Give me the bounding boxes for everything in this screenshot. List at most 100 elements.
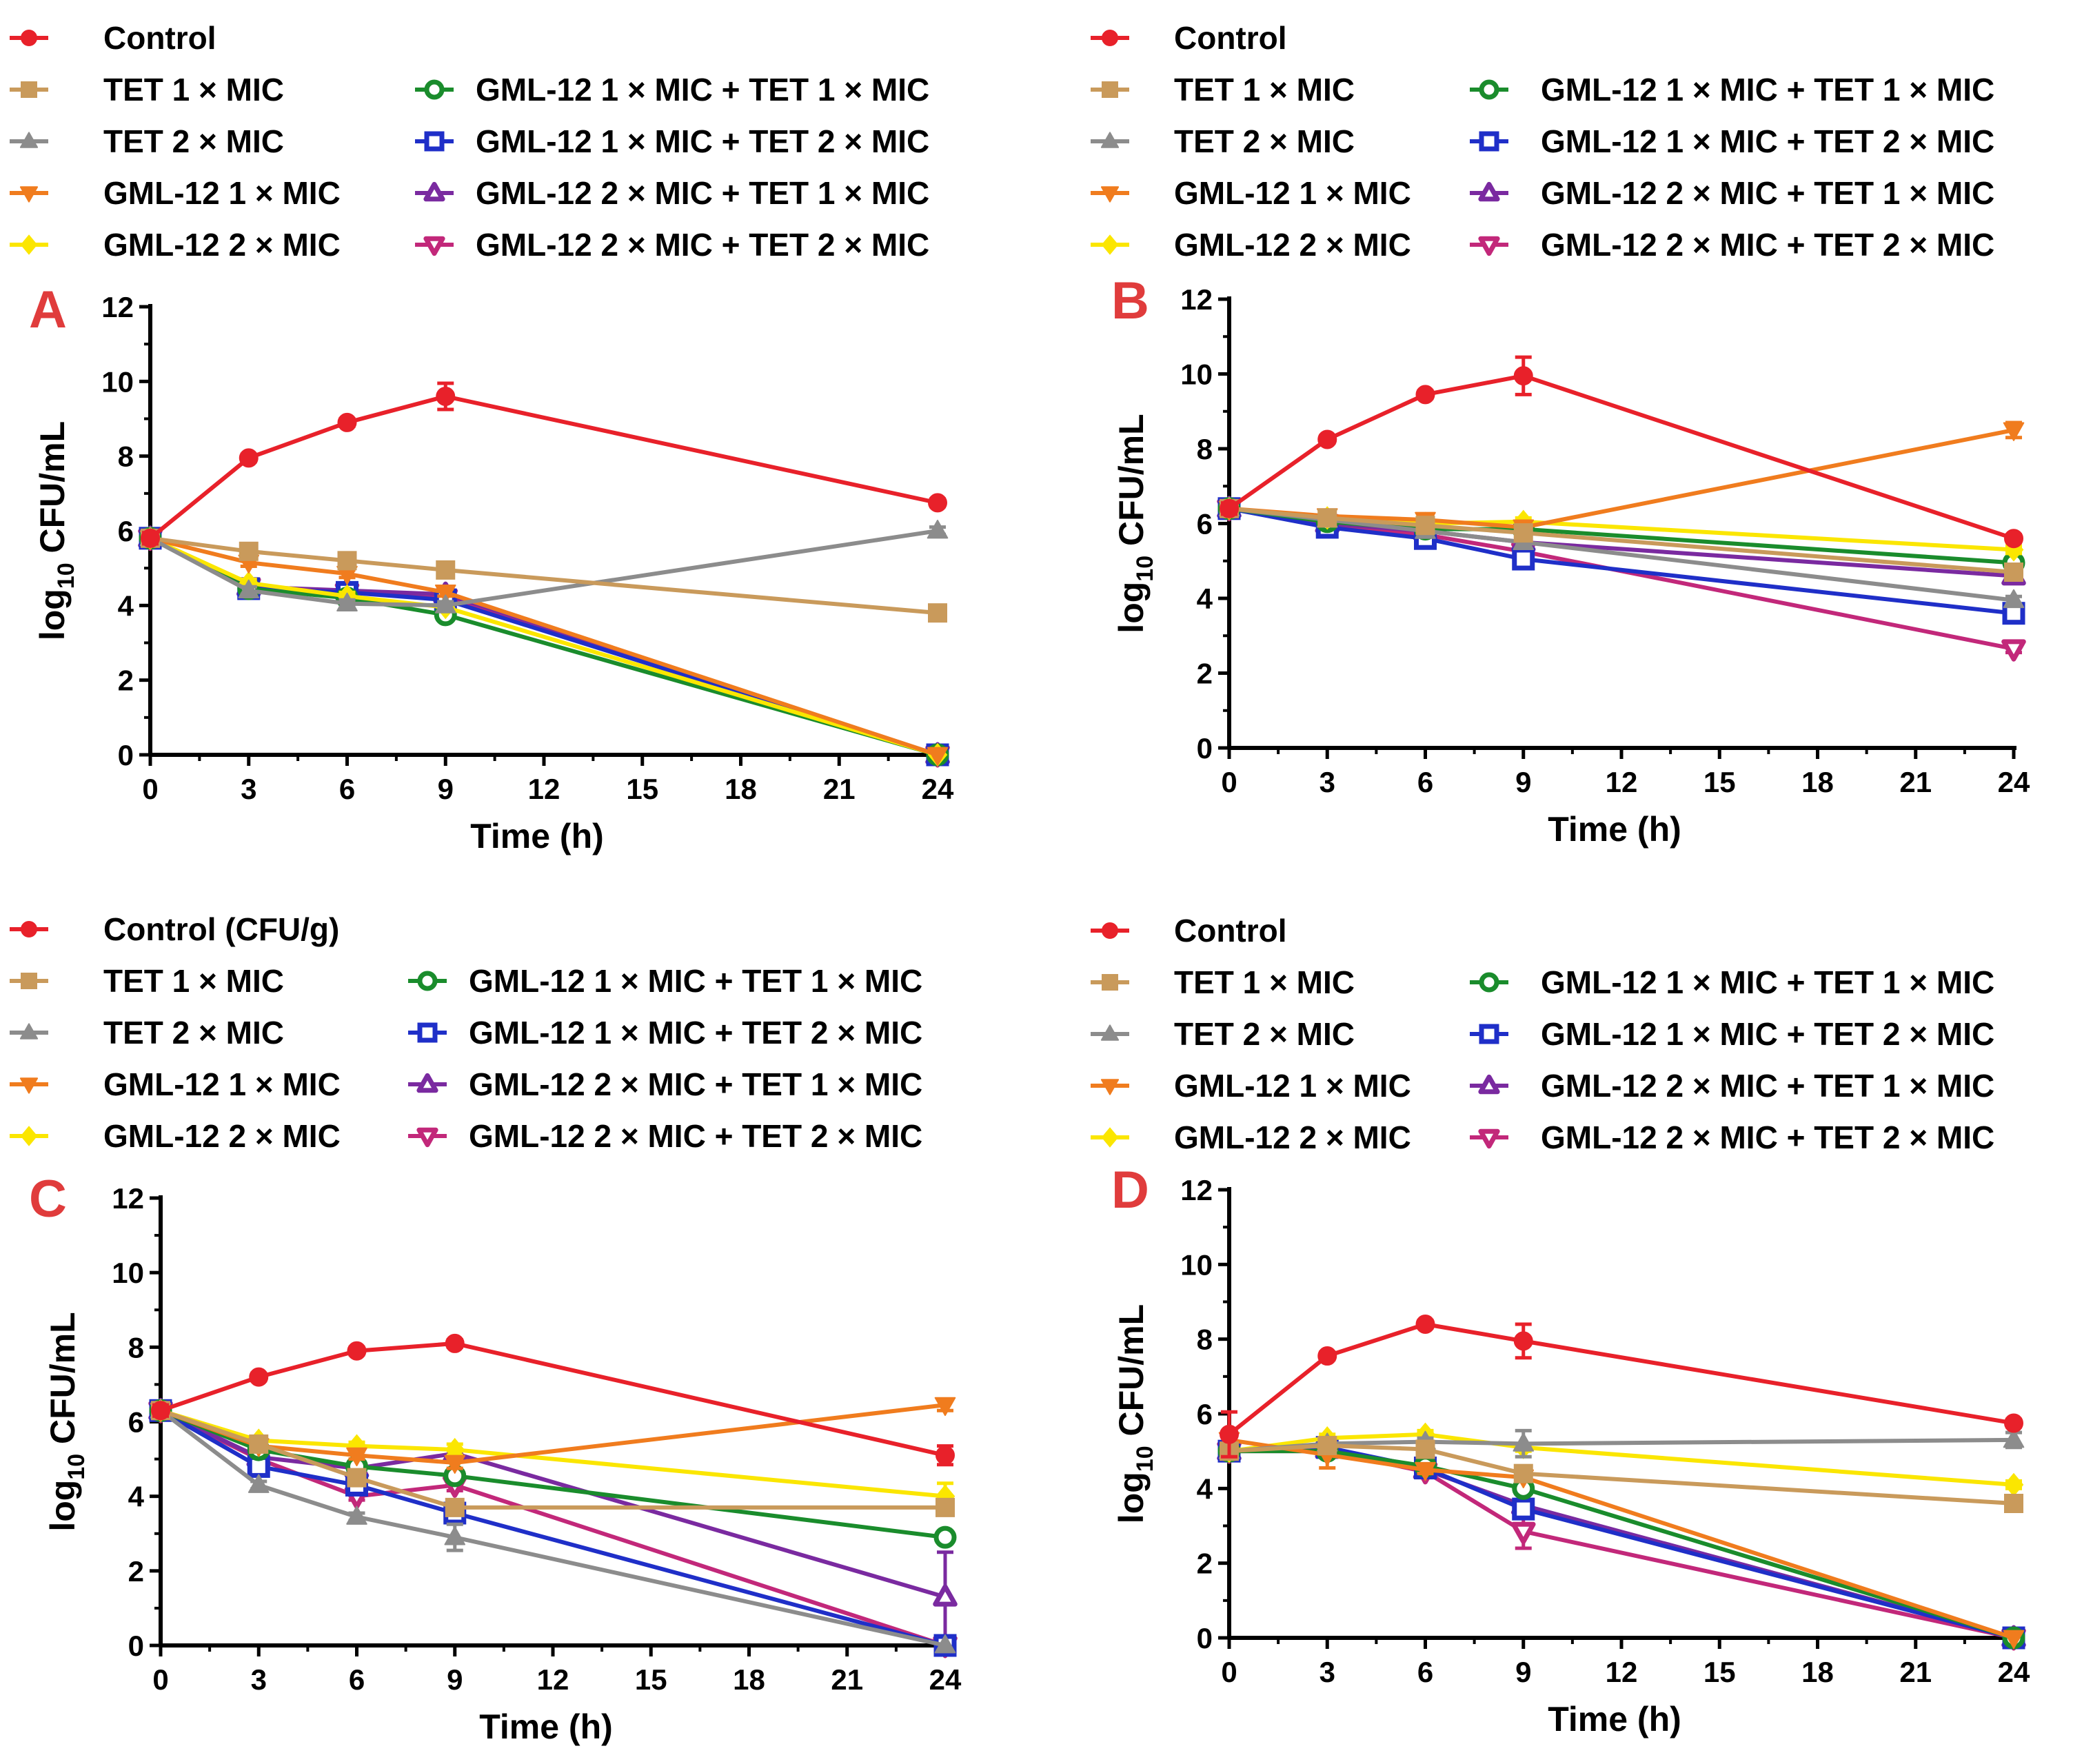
y-axis-title-main: log (1112, 1472, 1151, 1523)
legend-marker (1100, 186, 1120, 203)
legend-marker (19, 1077, 39, 1094)
data-point (2003, 1630, 2025, 1649)
x-tick-label: 18 (1801, 766, 1834, 798)
legend-marker (20, 1126, 38, 1146)
legend-marker (21, 81, 37, 98)
legend-marker (1479, 972, 1499, 993)
legend-label: Control (1174, 913, 1287, 949)
x-axis-title: Time (h) (1548, 810, 1681, 849)
x-tick-label: 24 (922, 773, 954, 805)
legend-label: TET 2 × MIC (103, 123, 284, 159)
legend-marker (19, 186, 39, 203)
series-line (1228, 374, 2014, 541)
legend-marker (424, 131, 445, 152)
legend-label: Control (CFU/g) (103, 911, 339, 947)
y-axis-title: log10 CFU/mL (33, 421, 79, 640)
y-tick-label: 12 (112, 1182, 144, 1215)
legend-label: GML-12 1 × MIC + TET 1 × MIC (469, 963, 922, 999)
legend-marker (1102, 922, 1118, 939)
data-point (2004, 1494, 2023, 1513)
legend: Control TET 1 × MIC TET 2 × MIC GML-12 1 × … (1091, 20, 1994, 263)
series-line (159, 1408, 946, 1599)
data-point (2003, 1428, 2025, 1448)
y-axis-title: log10 CFU/mL (43, 1312, 90, 1531)
legend-label: GML-12 2 × MIC + TET 1 × MIC (1541, 175, 1994, 211)
legend-label: GML-12 2 × MIC + TET 1 × MIC (469, 1066, 922, 1102)
y-tick-label: 4 (1197, 1472, 1213, 1505)
legend-marker (1479, 1024, 1499, 1044)
y-axis-title-main: log (33, 589, 72, 640)
data-point (2003, 422, 2025, 441)
panel-c: C Control (CFU/g) TET 1 × MIC TET 2 × MIC GM… (10, 911, 962, 1746)
y-tick-label: 6 (118, 515, 134, 547)
y-axis-title-rest: CFU/mL (33, 421, 72, 563)
data-point (1512, 547, 1535, 571)
x-tick-label: 12 (1606, 766, 1638, 798)
y-tick-label: 10 (112, 1257, 144, 1289)
data-point (1317, 508, 1337, 528)
x-tick-label: 9 (447, 1663, 463, 1696)
panel-a: A Control TET 1 × MIC TET 2 × MIC GML-12 1 ×… (10, 20, 954, 855)
series (141, 528, 947, 623)
y-tick-label: 10 (1180, 1248, 1213, 1281)
data-point (2004, 562, 2023, 582)
legend-marker (416, 1073, 438, 1093)
x-tick-label: 21 (1899, 1656, 1932, 1688)
x-tick-label: 0 (152, 1663, 168, 1696)
y-tick-label: 8 (128, 1331, 144, 1363)
series (141, 381, 947, 548)
data-point (151, 1401, 170, 1421)
legend-marker (1101, 234, 1119, 255)
data-point (1513, 523, 1533, 543)
data-point (928, 493, 947, 513)
x-tick-label: 3 (1320, 1656, 1335, 1688)
legend-label: TET 2 × MIC (103, 1015, 284, 1051)
x-tick-label: 24 (1998, 1656, 2030, 1688)
series (151, 1333, 955, 1467)
x-tick-label: 21 (1899, 766, 1932, 798)
data-point (2001, 639, 2026, 662)
x-tick-label: 12 (528, 773, 560, 805)
legend-label: GML-12 1 × MIC (1174, 1068, 1411, 1104)
series-line (149, 394, 938, 540)
data-point (346, 1447, 367, 1467)
plot-area (1217, 1315, 2026, 1651)
legend-label: GML-12 2 × MIC + TET 1 × MIC (1541, 1068, 1994, 1104)
data-point (141, 528, 160, 548)
y-tick-label: 6 (128, 1406, 144, 1439)
data-point (933, 1525, 957, 1549)
y-tick-label: 0 (1197, 1622, 1213, 1654)
legend-label: TET 2 × MIC (1174, 1016, 1355, 1052)
legend-marker (1479, 131, 1499, 152)
y-axis-title-main: log (43, 1480, 82, 1532)
legend: Control (CFU/g) TET 1 × MIC TET 2 × MIC GML… (10, 911, 922, 1154)
legend-label: GML-12 1 × MIC (1174, 175, 1411, 211)
series-line (1228, 1322, 2014, 1437)
x-tick-label: 21 (831, 1663, 863, 1696)
x-tick-label: 3 (1320, 766, 1335, 798)
x-tick-label: 3 (241, 773, 256, 805)
legend-label: GML-12 2 × MIC + TET 1 × MIC (476, 175, 929, 211)
x-axis-title: Time (h) (1548, 1700, 1681, 1738)
data-point (336, 592, 358, 612)
data-point (2004, 1413, 2023, 1433)
plot-area (148, 1333, 958, 1659)
data-point (936, 1446, 955, 1466)
legend-label: GML-12 1 × MIC + TET 2 × MIC (476, 123, 929, 159)
series (150, 1399, 956, 1654)
panel-letter: B (1111, 272, 1149, 330)
legend-marker (19, 1023, 39, 1040)
data-point (2003, 1472, 2024, 1497)
data-point (1415, 1439, 1435, 1459)
y-tick-label: 10 (1180, 358, 1213, 391)
series-line (149, 536, 938, 757)
legend-label: TET 1 × MIC (103, 963, 284, 999)
data-point (1415, 1315, 1435, 1334)
x-tick-label: 6 (1417, 1656, 1433, 1688)
data-point (1513, 1463, 1533, 1483)
legend-marker (1100, 1024, 1120, 1041)
data-point (936, 1497, 955, 1517)
data-point (933, 1584, 958, 1607)
